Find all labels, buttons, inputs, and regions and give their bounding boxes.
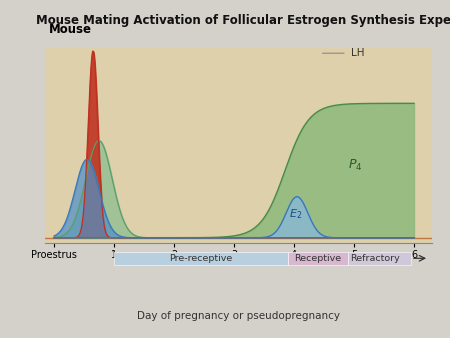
Text: $P_4$: $P_4$	[348, 158, 363, 173]
Text: Day of pregnancy or pseudopregnancy: Day of pregnancy or pseudopregnancy	[137, 311, 340, 321]
Text: LH: LH	[351, 48, 364, 58]
Bar	[288, 252, 348, 265]
Text: Pre-receptive: Pre-receptive	[169, 254, 233, 263]
Bar	[114, 252, 288, 265]
Bar	[348, 252, 411, 265]
Text: Receptive: Receptive	[294, 254, 342, 263]
Text: Mouse: Mouse	[49, 23, 92, 35]
Text: Mouse Mating Activation of Follicular Estrogen Synthesis Expends Luteal Phase: Mouse Mating Activation of Follicular Es…	[36, 14, 450, 26]
Text: Refractory: Refractory	[350, 254, 400, 263]
Text: $E_2$: $E_2$	[289, 207, 302, 221]
